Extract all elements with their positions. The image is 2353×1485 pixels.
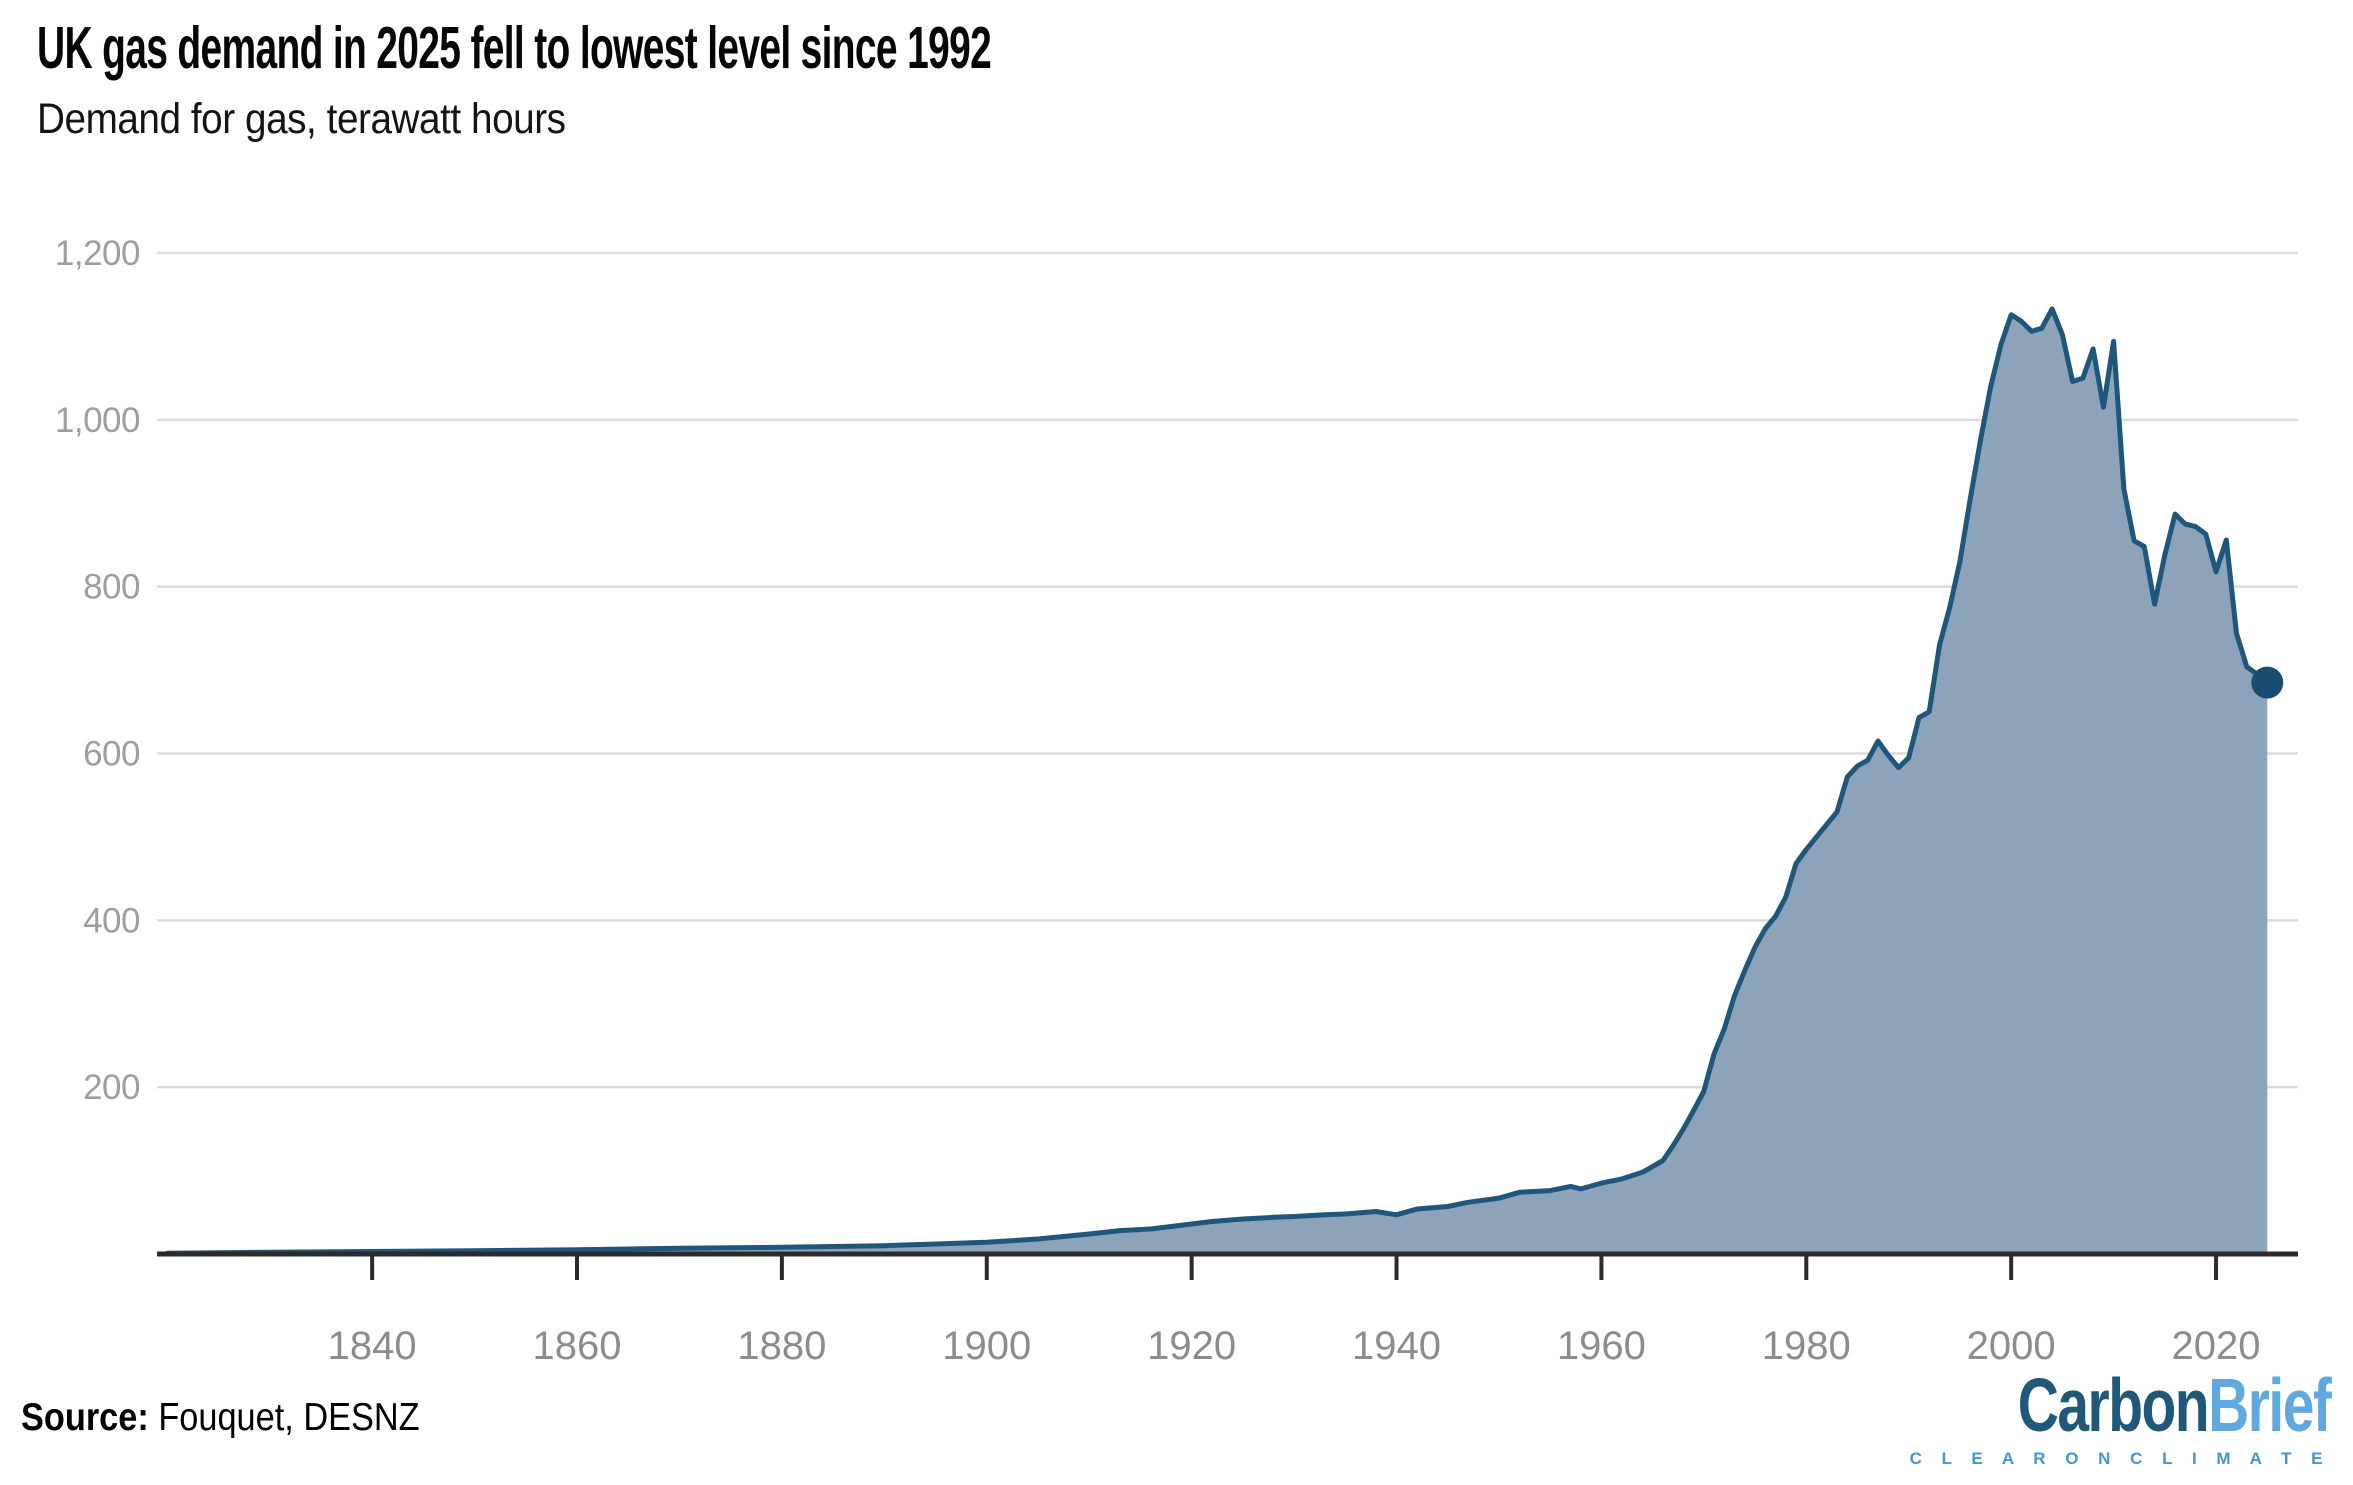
source-note: Source: Fouquet, DESNZ [21, 1396, 420, 1440]
demand-line [164, 306, 2270, 1256]
page-title: UK gas demand in 2025 fell to lowest lev… [37, 15, 992, 81]
x-axis-tick-label: 1980 [1762, 1324, 1851, 1368]
y-axis-tick-label: 1,200 [55, 234, 140, 273]
x-axis-tick-label: 1940 [1352, 1324, 1441, 1368]
x-axis-tick-label: 1960 [1557, 1324, 1646, 1368]
x-axis-tick-label: 1920 [1147, 1324, 1236, 1368]
logo-carbon-text: Carbon [2017, 1363, 2209, 1447]
latest-value-dot [2251, 666, 2284, 699]
x-axis-tick-label: 1900 [942, 1324, 1031, 1368]
x-axis-tick-label: 1860 [533, 1324, 622, 1368]
y-axis-tick-label: 400 [83, 901, 140, 940]
y-axis-tick-label: 1,000 [55, 401, 140, 440]
y-axis-tick-label: 800 [83, 568, 140, 607]
x-axis-tick-label: 2020 [2172, 1324, 2261, 1368]
source-label: Source: [21, 1396, 149, 1439]
x-axis-tick-label: 1840 [328, 1324, 417, 1368]
source-value: Fouquet, DESNZ [148, 1396, 420, 1439]
logo-brief-text: Brief [2207, 1363, 2332, 1447]
carbonbrief-logo-wordmark: CarbonBrief [2011, 1368, 2331, 1443]
chart-header: UK gas demand in 2025 fell to lowest lev… [37, 16, 1483, 144]
logo-tagline: C L E A R O N C L I M A T E [1909, 1449, 2330, 1468]
x-axis-tick-label: 2000 [1967, 1324, 2056, 1368]
y-axis-tick-label: 600 [83, 735, 140, 774]
page-subtitle: Demand for gas, terawatt hours [37, 94, 566, 143]
carbonbrief-logo: CarbonBrief C L E A R O N C L I M A T E [1909, 1368, 2332, 1469]
y-axis-tick-label: 200 [83, 1068, 140, 1107]
area-fill [167, 308, 2268, 1254]
x-axis-tick-label: 1880 [737, 1324, 826, 1368]
